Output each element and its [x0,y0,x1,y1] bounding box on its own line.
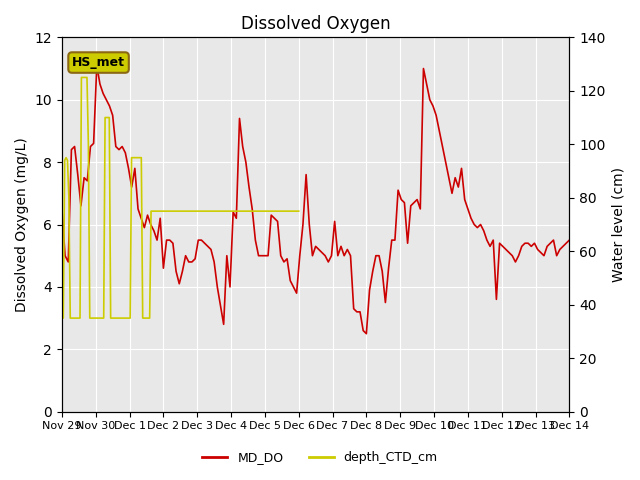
Y-axis label: Dissolved Oxygen (mg/L): Dissolved Oxygen (mg/L) [15,137,29,312]
depth_CTD_cm [225,208,233,214]
MD_DO [93,62,100,68]
depth_CTD_cm [295,208,303,214]
Y-axis label: Water level (cm): Water level (cm) [611,167,625,282]
MD_DO [547,240,554,246]
depth_CTD_cm [199,208,207,214]
MD_DO [229,209,237,215]
depth_CTD_cm [77,74,85,80]
Title: Dissolved Oxygen: Dissolved Oxygen [241,15,390,33]
depth_CTD_cm [58,315,66,321]
Line: depth_CTD_cm: depth_CTD_cm [62,77,299,318]
depth_CTD_cm [260,208,268,214]
Line: MD_DO: MD_DO [62,65,570,334]
MD_DO [248,206,256,212]
depth_CTD_cm [102,115,110,120]
MD_DO [566,237,573,243]
MD_DO [201,240,209,246]
Text: HS_met: HS_met [72,56,125,69]
MD_DO [486,243,494,249]
MD_DO [362,331,370,336]
MD_DO [58,206,66,212]
Legend: MD_DO, depth_CTD_cm: MD_DO, depth_CTD_cm [197,446,443,469]
depth_CTD_cm [271,208,279,214]
MD_DO [511,259,519,265]
depth_CTD_cm [207,208,215,214]
